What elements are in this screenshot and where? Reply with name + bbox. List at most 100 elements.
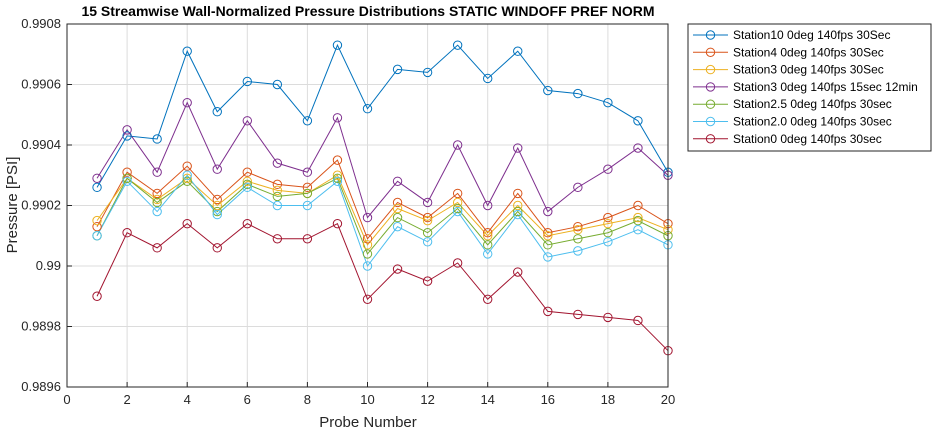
- data-point: [392, 264, 403, 274]
- data-point: [302, 182, 313, 193]
- data-point: [362, 261, 373, 271]
- data-point: [122, 167, 132, 177]
- data-point: [302, 116, 313, 126]
- data-point: [152, 243, 162, 253]
- x-tick-label: 2: [123, 392, 130, 407]
- y-tick-label: 0.9896: [21, 379, 61, 394]
- x-tick-label: 12: [420, 392, 434, 407]
- data-point: [513, 200, 523, 211]
- legend-entry: Station2.0 0deg 140fps 30sec: [733, 115, 892, 129]
- x-tick-label: 6: [244, 392, 251, 407]
- data-point: [182, 46, 192, 56]
- x-tick-label: 20: [661, 392, 675, 407]
- data-point: [513, 206, 523, 217]
- data-point: [392, 212, 403, 223]
- data-point: [272, 79, 283, 90]
- data-point: [603, 228, 613, 238]
- data-point: [543, 206, 553, 217]
- data-point: [152, 194, 162, 205]
- x-tick-label: 18: [601, 392, 615, 407]
- data-point: [483, 249, 493, 259]
- chart-title: 15 Streamwise Wall-Normalized Pressure D…: [81, 3, 654, 19]
- series-lines: [96, 43, 669, 352]
- y-axis-label: Pressure [PSI]: [4, 157, 21, 254]
- data-point: [392, 64, 403, 75]
- data-point: [332, 176, 343, 187]
- data-point: [452, 203, 463, 214]
- data-point: [422, 276, 433, 286]
- data-point: [422, 197, 433, 208]
- data-point: [122, 173, 132, 183]
- data-point: [272, 158, 283, 168]
- legend-marker: [705, 134, 716, 144]
- data-point: [272, 234, 283, 244]
- data-point: [633, 225, 643, 235]
- x-tick-label: 0: [63, 392, 70, 407]
- data-point: [242, 176, 253, 187]
- legend-entry: Station2.5 0deg 140fps 30sec: [733, 97, 892, 111]
- data-point: [122, 228, 132, 238]
- data-point: [242, 116, 253, 126]
- data-point: [332, 170, 343, 180]
- data-point: [543, 306, 553, 317]
- data-point: [573, 309, 583, 320]
- data-point: [272, 200, 283, 211]
- data-point: [633, 215, 643, 226]
- data-point: [422, 237, 433, 247]
- data-point: [392, 197, 403, 208]
- data-point: [633, 200, 643, 211]
- data-point: [182, 170, 192, 180]
- data-point: [212, 107, 222, 117]
- data-point: [573, 221, 583, 232]
- data-point: [422, 228, 433, 238]
- data-point: [212, 209, 222, 220]
- legend-entry: Station4 0deg 140fps 30Sec: [733, 45, 884, 59]
- data-point: [513, 209, 523, 220]
- data-point: [212, 200, 222, 211]
- y-tick-label: 0.99: [36, 258, 61, 273]
- legend-marker: [705, 47, 716, 57]
- data-point: [242, 182, 253, 193]
- data-point: [452, 197, 463, 208]
- data-point: [573, 246, 583, 256]
- data-point: [182, 173, 192, 183]
- data-point: [362, 240, 373, 250]
- data-point: [212, 164, 222, 174]
- data-point: [633, 116, 643, 126]
- data-point: [152, 206, 162, 217]
- legend-marker: [705, 30, 716, 40]
- data-point: [603, 218, 613, 229]
- data-point: [573, 234, 583, 244]
- series-line-6: [96, 174, 669, 268]
- data-point: [272, 179, 283, 190]
- x-tick-label: 14: [480, 392, 494, 407]
- data-point: [422, 67, 433, 78]
- data-point: [483, 200, 493, 211]
- data-point: [543, 228, 553, 238]
- x-axis-label: Probe Number: [319, 414, 417, 431]
- series-line-3: [96, 174, 669, 246]
- series-line-5: [96, 177, 669, 255]
- legend-marker: [705, 64, 716, 75]
- x-tick-label: 8: [304, 392, 311, 407]
- data-point: [573, 182, 583, 193]
- data-point: [362, 249, 373, 259]
- data-point: [152, 188, 162, 199]
- data-point: [92, 231, 102, 241]
- data-point: [332, 40, 343, 50]
- legend-box: [687, 23, 932, 152]
- data-point: [483, 231, 493, 241]
- data-point: [513, 143, 523, 153]
- data-point: [362, 234, 373, 244]
- data-point: [182, 218, 192, 229]
- y-tick-label: 0.9906: [21, 77, 61, 92]
- data-point: [242, 167, 253, 177]
- legend-marker: [705, 82, 716, 92]
- legend: Station10 0deg 140fps 30Sec Station4 0deg…: [687, 23, 932, 152]
- y-tick-label: 0.9898: [21, 319, 61, 334]
- data-point: [452, 40, 463, 50]
- data-point: [272, 191, 283, 202]
- data-point: [182, 161, 192, 171]
- series-line-1: [96, 43, 669, 188]
